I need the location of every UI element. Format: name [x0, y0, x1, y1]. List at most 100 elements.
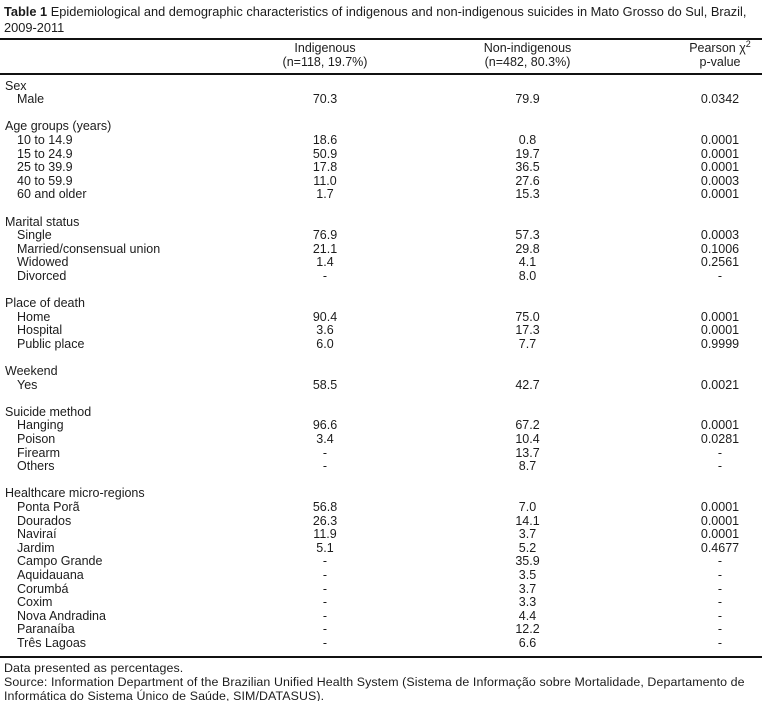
row-label: Corumbá — [17, 581, 69, 596]
value-indigenous: 3.6 — [316, 323, 334, 338]
header-non-indigenous-name: Non-indigenous — [483, 41, 572, 55]
data-row: 60 and older 1.7 15.3 0.0001 — [0, 188, 762, 202]
group-empty-non-indigenous — [405, 297, 650, 311]
group-gap-cell — [0, 107, 762, 121]
group-label: Place of death — [5, 296, 85, 311]
group-gap — [0, 392, 762, 406]
footnote-source: Source: Information Department of the Br… — [4, 674, 745, 701]
data-row: Home 90.4 75.0 0.0001 — [0, 310, 762, 325]
data-row: Public place 6.0 7.7 0.9999 — [0, 337, 762, 352]
value-indigenous: 3.4 — [316, 432, 334, 447]
row-label: Married/consensual union — [17, 241, 161, 256]
data-row: Married/consensual union 21.1 29.8 0.1006 — [0, 241, 762, 257]
p-value: 0.4677 — [700, 540, 740, 555]
value-indigenous: 5.1 — [316, 540, 334, 555]
p-value: 0.0001 — [700, 160, 740, 175]
value-non-indigenous: 42.7 — [515, 377, 540, 392]
data-row: Corumbá - 3.7 - — [0, 581, 762, 597]
value-non-indigenous: 10.4 — [515, 432, 540, 447]
footnote-percentages: Data presented as percentages. — [4, 660, 184, 675]
row-label: Widowed — [17, 255, 69, 270]
group-empty-indigenous — [245, 80, 405, 94]
value-non-indigenous: 3.7 — [518, 527, 537, 542]
data-row: Others - 8.7 - — [0, 460, 762, 474]
data-row: Hospital 3.6 17.3 0.0001 — [0, 324, 762, 338]
p-value: 0.0003 — [700, 228, 740, 243]
value-non-indigenous: 4.1 — [518, 255, 537, 270]
group-empty-pvalue — [650, 120, 762, 134]
group-label: Sex — [5, 78, 27, 93]
row-label: Aquidauana — [17, 567, 84, 582]
row-label: 60 and older — [17, 187, 87, 202]
value-non-indigenous: 3.3 — [518, 595, 537, 610]
value-non-indigenous: 12.2 — [515, 622, 540, 637]
value-indigenous: - — [322, 554, 328, 569]
group-label: Healthcare micro-regions — [5, 486, 145, 501]
data-row: Três Lagoas - 6.6 - — [0, 635, 762, 651]
value-non-indigenous: 13.7 — [515, 445, 540, 460]
value-non-indigenous: 36.5 — [515, 160, 540, 175]
group-empty-pvalue — [650, 365, 762, 379]
p-value: 0.0021 — [700, 377, 740, 392]
p-value: 0.2561 — [700, 255, 740, 270]
value-indigenous: 76.9 — [312, 228, 338, 243]
header-indigenous-n: (n=118, 19.7%) — [282, 54, 368, 69]
row-label: 15 to 24.9 — [17, 146, 73, 161]
row-label: Três Lagoas — [17, 635, 87, 650]
table-caption-text: Epidemiological and demographic characte… — [4, 4, 747, 35]
group-label: Suicide method — [5, 404, 92, 419]
value-indigenous: 96.6 — [312, 418, 338, 433]
value-indigenous: 11.9 — [313, 527, 337, 542]
row-label: Hospital — [17, 323, 63, 338]
data-row: Dourados 26.3 14.1 0.0001 — [0, 513, 762, 529]
p-value: - — [717, 622, 723, 637]
data-row: Naviraí 11.9 3.7 0.0001 — [0, 528, 762, 542]
header-pearson: Pearson χ2 p-value — [650, 39, 762, 74]
value-indigenous: - — [322, 445, 328, 460]
value-non-indigenous: 19.7 — [515, 146, 540, 161]
row-label: Hanging — [17, 418, 64, 433]
table-caption-number: Table 1 — [4, 4, 48, 19]
p-value: 0.0281 — [700, 432, 740, 447]
row-label: Jardim — [17, 540, 55, 555]
value-indigenous: - — [322, 567, 328, 582]
header-pearson-pvalue: p-value — [699, 54, 741, 69]
group-empty-indigenous — [245, 297, 405, 311]
group-gap — [0, 351, 762, 365]
group-row: Sex — [0, 78, 762, 94]
group-empty-indigenous — [245, 406, 405, 420]
value-non-indigenous: 0.8 — [518, 132, 537, 147]
header-pearson-chi: Pearson χ2 — [650, 38, 762, 56]
value-non-indigenous: 57.3 — [515, 228, 540, 243]
header-indigenous-name: Indigenous — [294, 41, 356, 55]
group-label: Marital status — [5, 214, 80, 229]
group-empty-indigenous — [245, 216, 405, 230]
data-row: Firearm - 13.7 - — [0, 445, 762, 461]
value-indigenous: - — [322, 268, 328, 283]
group-gap — [0, 284, 762, 298]
value-non-indigenous: 7.0 — [518, 500, 537, 514]
value-indigenous: 17.8 — [312, 160, 338, 175]
p-value: - — [717, 268, 723, 283]
group-empty-non-indigenous — [405, 406, 650, 420]
row-label: Poison — [17, 432, 56, 447]
data-row: 10 to 14.9 18.6 0.8 0.0001 — [0, 132, 762, 148]
data-row: Ponta Porã 56.8 7.0 0.0001 — [0, 500, 762, 515]
p-value: 0.0001 — [700, 513, 740, 528]
header-pearson-chi-sup: 2 — [745, 38, 751, 49]
group-row: Healthcare micro-regions — [0, 487, 762, 501]
value-non-indigenous: 67.2 — [515, 418, 540, 433]
data-row: Widowed 1.4 4.1 0.2561 — [0, 256, 762, 270]
header-stub-cell — [0, 39, 245, 74]
value-non-indigenous: 27.6 — [515, 173, 540, 188]
data-row: Nova Andradina - 4.4 - — [0, 609, 762, 624]
group-gap-cell — [0, 351, 762, 365]
value-indigenous: - — [322, 635, 328, 650]
row-label: Male — [17, 92, 45, 107]
row-label: Yes — [17, 377, 38, 392]
group-gap-cell — [0, 202, 762, 216]
value-indigenous: 50.9 — [312, 146, 338, 161]
value-indigenous: - — [322, 581, 328, 596]
value-non-indigenous: 3.5 — [518, 567, 537, 582]
